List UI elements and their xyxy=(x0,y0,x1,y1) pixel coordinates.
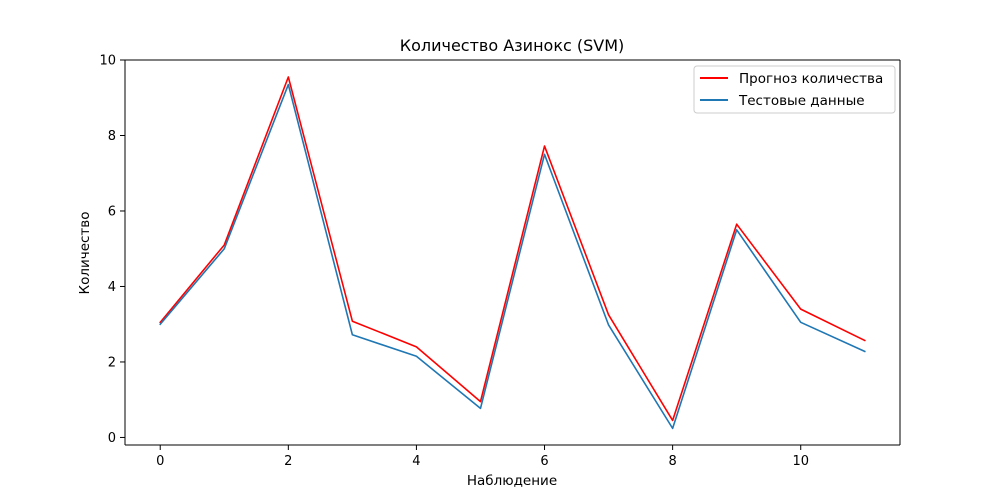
x-tick-label: 4 xyxy=(412,454,420,469)
y-tick-label: 10 xyxy=(99,54,116,69)
legend-box xyxy=(693,65,896,114)
x-tick-label: 2 xyxy=(284,454,292,469)
test-data-series-line xyxy=(159,83,866,430)
y-tick-label: 4 xyxy=(108,280,116,295)
x-tick-label: 0 xyxy=(156,454,164,469)
x-tick-label: 6 xyxy=(540,454,548,469)
x-axis-label: Наблюдение xyxy=(467,473,557,489)
x-tick-label: 8 xyxy=(668,454,676,469)
y-tick-label: 2 xyxy=(108,355,116,370)
legend-label-prediction: Прогноз количества xyxy=(739,71,883,87)
y-tick-label: 6 xyxy=(108,204,116,219)
series-lines xyxy=(159,76,866,430)
chart-title: Количество Азинокс (SVM) xyxy=(400,36,625,55)
x-axis-ticks: 0 2 4 6 8 10 xyxy=(156,445,809,469)
y-tick-label: 0 xyxy=(108,431,116,446)
x-tick-label: 10 xyxy=(792,454,809,469)
plot-area xyxy=(125,60,900,445)
legend: Прогноз количества Тестовые данные xyxy=(693,65,896,114)
legend-label-test-data: Тестовые данные xyxy=(738,93,865,109)
axes-spines xyxy=(124,59,901,446)
prediction-series-line xyxy=(159,76,866,422)
y-axis-label: Количество xyxy=(77,211,93,294)
y-tick-label: 8 xyxy=(108,129,116,144)
y-axis-ticks: 0 2 4 6 8 10 xyxy=(99,54,125,446)
